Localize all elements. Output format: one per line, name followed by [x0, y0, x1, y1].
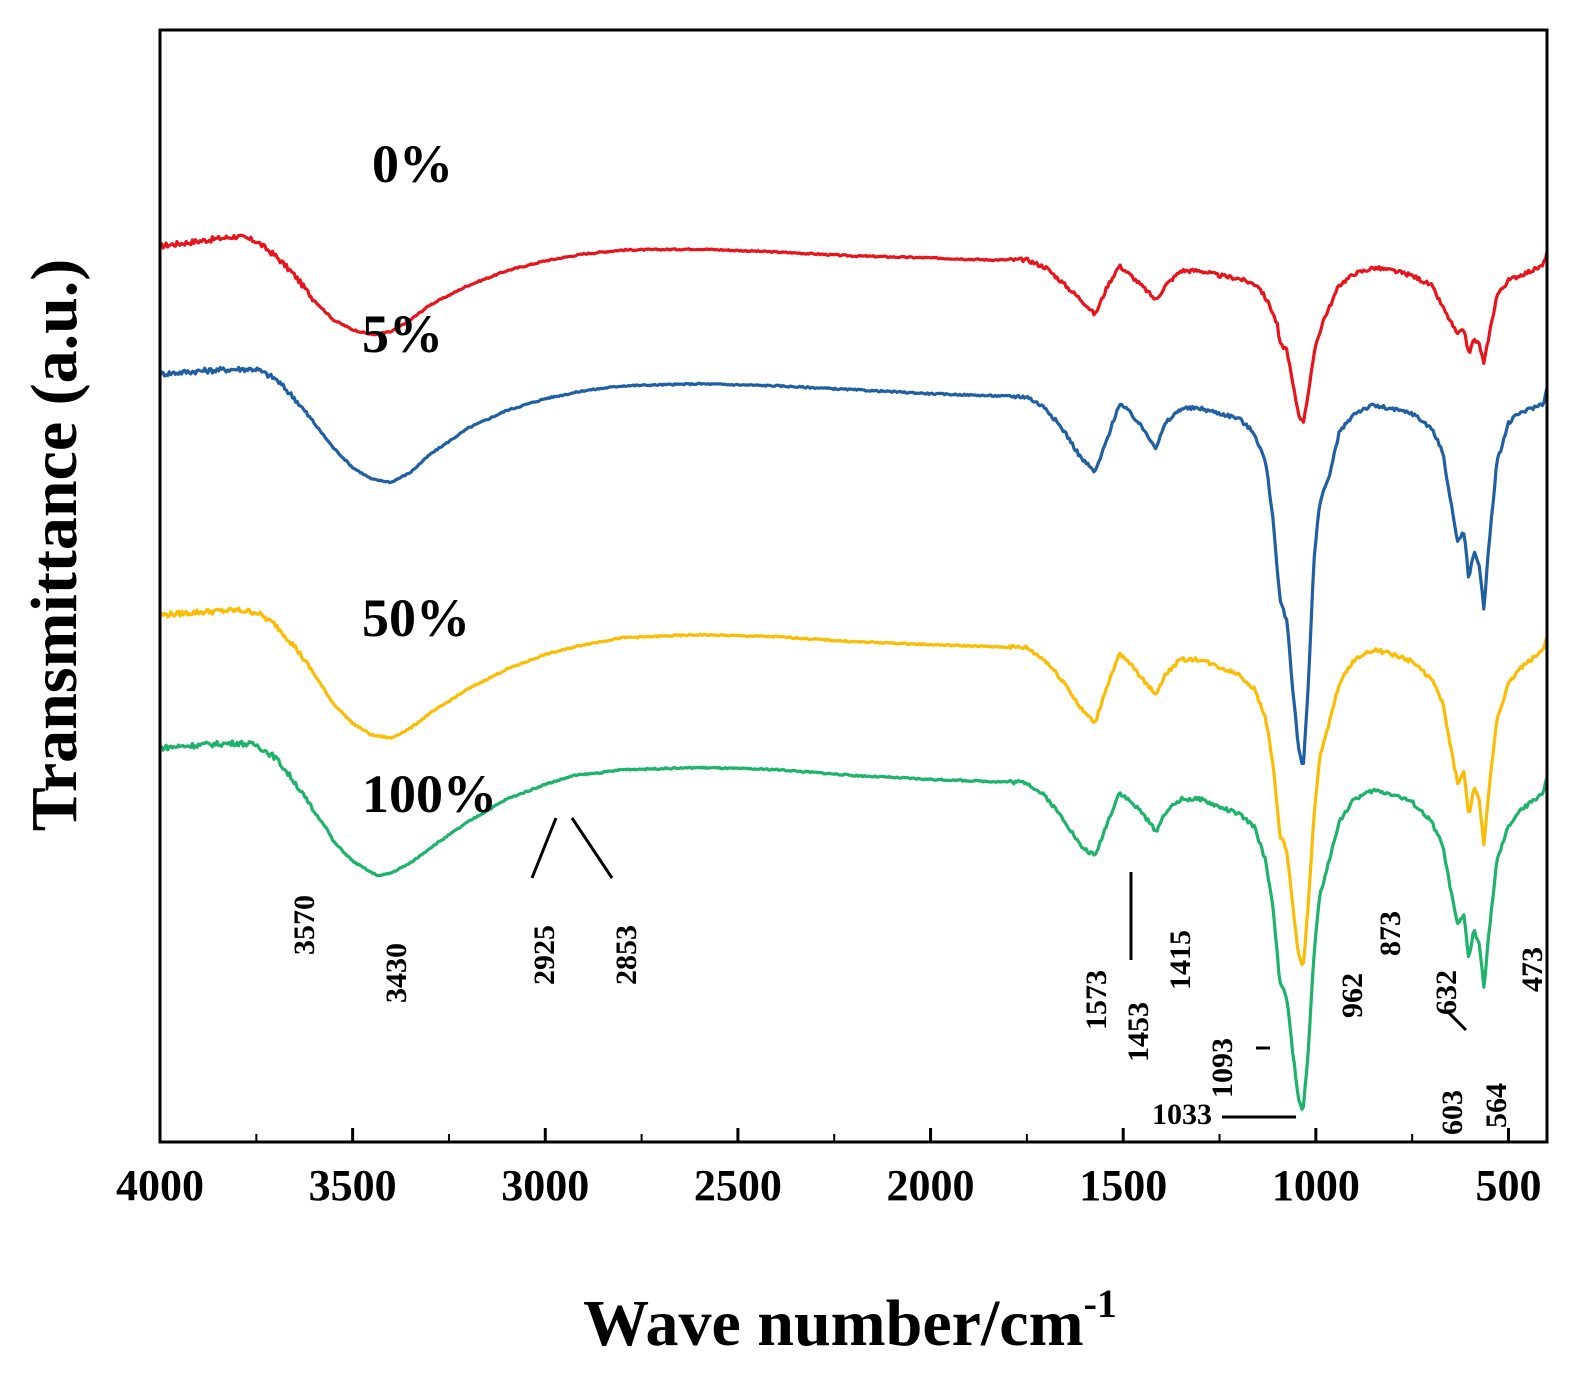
x-tick-label-4000: 4000: [116, 1161, 204, 1210]
x-axis-title-main: Wave number/cm: [583, 1287, 1083, 1360]
peak-label-603: 603: [1436, 1090, 1469, 1135]
x-tick-label-1500: 1500: [1079, 1161, 1167, 1210]
plot-frame: [158, 28, 1549, 1144]
leader-line-603-632: [1446, 1010, 1468, 1032]
x-tick-label-2000: 2000: [887, 1161, 975, 1210]
peak-label-1415: 1415: [1164, 930, 1197, 990]
series-label-2: 50%: [362, 588, 470, 648]
peak-label-1573: 1573: [1080, 970, 1113, 1030]
series-line-1: [158, 365, 1549, 766]
x-tick-label-2500: 2500: [694, 1161, 782, 1210]
x-tick-label-500: 500: [1475, 1161, 1541, 1210]
peak-label-3570: 3570: [288, 895, 321, 955]
series-layer: [158, 233, 1549, 1111]
peak-label-564: 564: [1480, 1083, 1513, 1128]
peak-label-2853: 2853: [610, 925, 643, 985]
x-axis-ticks: 4000 3500 3000 2500 2000 1500 1000 500: [116, 1128, 1541, 1210]
annotation-layer: 0% 5% 50% 100% 3570 3430 2925 2853 1573 1453 1415 1…: [288, 134, 1549, 1135]
peak-label-3430: 3430: [380, 943, 413, 1003]
y-axis-title: Transmittance (a.u.): [18, 259, 91, 832]
series-line-0: [159, 233, 1549, 424]
x-tick-label-3000: 3000: [501, 1161, 589, 1210]
x-tick-label-3500: 3500: [309, 1161, 397, 1210]
peak-label-473: 473: [1516, 947, 1549, 992]
leader-line-2925: [530, 817, 558, 879]
peak-label-2925: 2925: [528, 925, 561, 985]
series-line-2: [158, 606, 1549, 967]
peak-label-1033: 1033: [1152, 1098, 1212, 1131]
series-label-1: 5%: [362, 304, 443, 364]
x-tick-label-1000: 1000: [1272, 1161, 1360, 1210]
peak-label-873: 873: [1374, 911, 1407, 956]
x-axis-title-superscript: -1: [1084, 1281, 1117, 1326]
peak-label-1453: 1453: [1122, 1002, 1155, 1062]
x-axis-title: Wave number/cm-1: [583, 1281, 1117, 1360]
peak-label-1093: 1093: [1206, 1038, 1239, 1098]
peak-label-962: 962: [1336, 973, 1369, 1018]
peak-label-632: 632: [1430, 970, 1463, 1015]
leader-line-2853: [570, 817, 614, 879]
series-label-0: 0%: [372, 134, 453, 194]
series-label-3: 100%: [362, 764, 497, 824]
series-line-3: [159, 739, 1549, 1111]
